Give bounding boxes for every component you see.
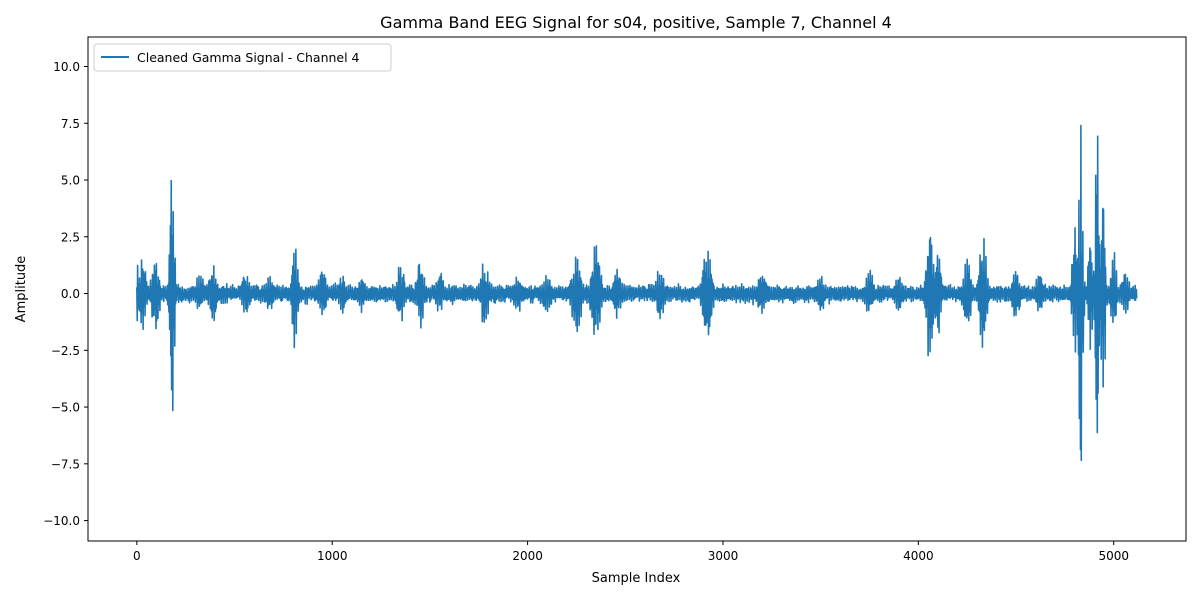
series-layer bbox=[136, 124, 1138, 462]
x-tick-label: 5000 bbox=[1098, 549, 1129, 563]
y-tick-label: −7.5 bbox=[51, 457, 80, 471]
series-line bbox=[136, 124, 1138, 462]
y-axis: −10.0 −7.5 −5.0 −2.5 0.0 2.5 5.0 7.5 10.0 bbox=[43, 60, 88, 528]
y-tick-label: 7.5 bbox=[61, 117, 80, 131]
legend-label: Cleaned Gamma Signal - Channel 4 bbox=[137, 50, 360, 65]
y-tick-label: −5.0 bbox=[51, 401, 80, 415]
x-tick-label: 1000 bbox=[317, 549, 348, 563]
x-tick-label: 2000 bbox=[512, 549, 543, 563]
y-tick-label: −2.5 bbox=[51, 344, 80, 358]
x-axis-label: Sample Index bbox=[592, 571, 681, 586]
plot-area bbox=[87, 36, 1187, 542]
x-tick-label: 4000 bbox=[903, 549, 934, 563]
legend-box bbox=[93, 43, 392, 72]
x-tick-label: 0 bbox=[133, 549, 141, 563]
plot-frame bbox=[87, 36, 1187, 542]
y-axis-label: Amplitude bbox=[14, 256, 29, 323]
legend: Cleaned Gamma Signal - Channel 4 bbox=[93, 43, 392, 72]
y-tick-label: 0.0 bbox=[61, 287, 80, 301]
x-axis: 0 1000 2000 3000 4000 5000 bbox=[133, 541, 1129, 563]
y-tick-label: −10.0 bbox=[43, 514, 80, 528]
y-tick-label: 2.5 bbox=[61, 230, 80, 244]
y-tick-label: 10.0 bbox=[53, 60, 80, 74]
x-tick-label: 3000 bbox=[708, 549, 739, 563]
chart-title: Gamma Band EEG Signal for s04, positive,… bbox=[380, 13, 892, 32]
y-tick-label: 5.0 bbox=[61, 174, 80, 188]
